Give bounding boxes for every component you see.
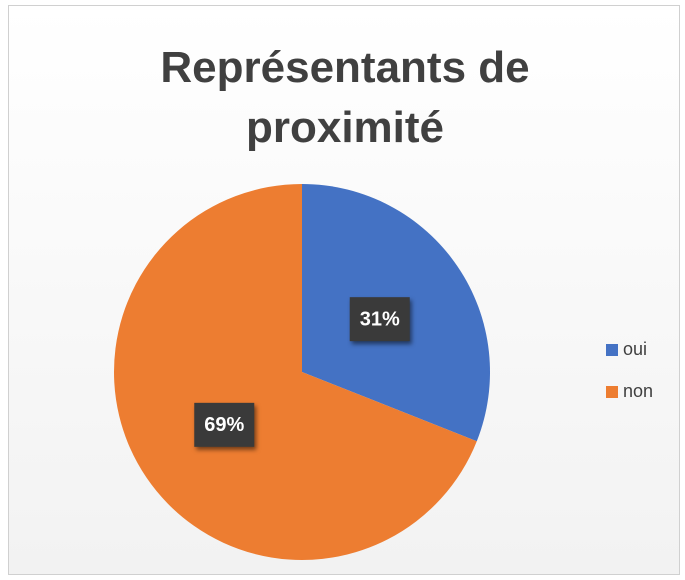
data-label: 69%	[204, 414, 244, 436]
data-label-box	[349, 297, 410, 342]
data-label-box	[194, 402, 255, 447]
legend-swatch	[606, 344, 618, 356]
legend-label: non	[623, 381, 653, 401]
data-label: 31%	[360, 308, 400, 330]
pie-slice	[113, 184, 477, 560]
legend-label: oui	[623, 339, 647, 359]
legend-swatch	[606, 386, 618, 398]
chart-title: Représentants de proximité	[160, 43, 530, 152]
